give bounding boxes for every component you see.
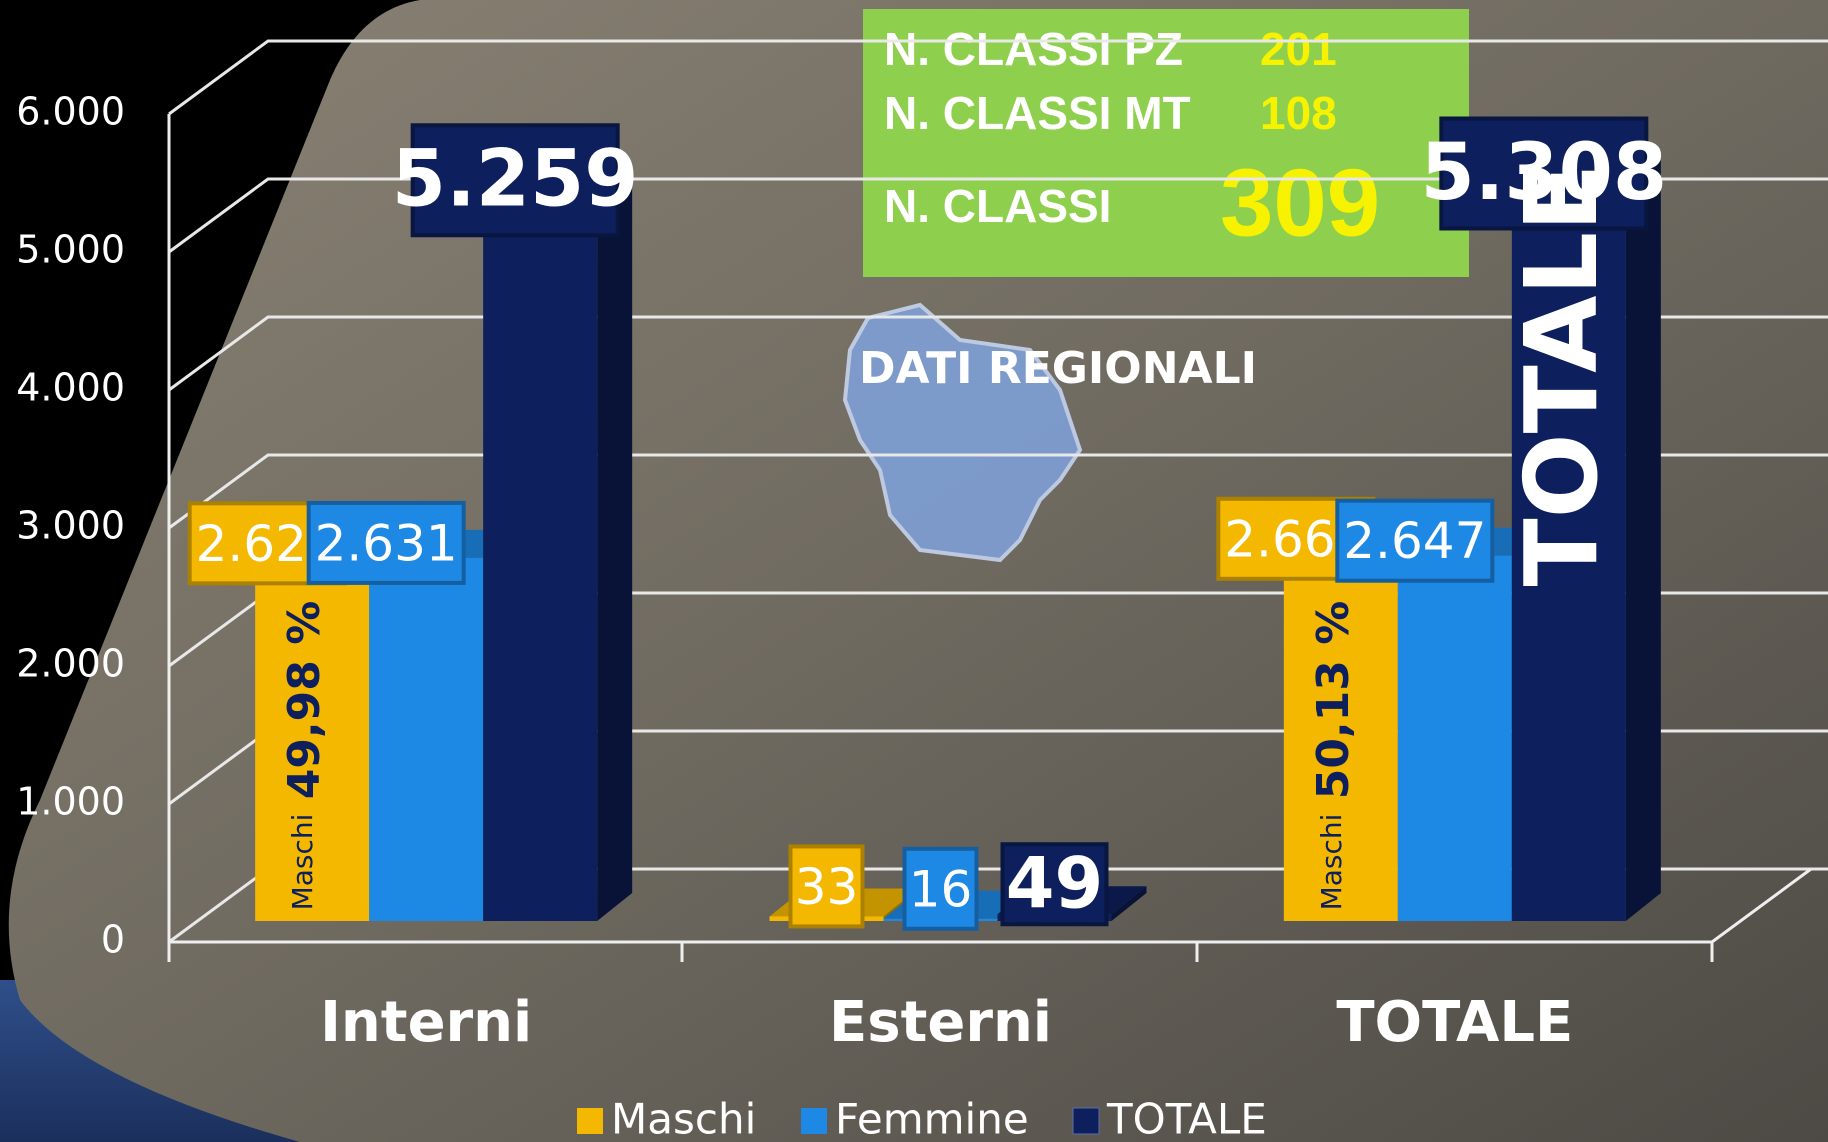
- legend-label: TOTALE: [1106, 1095, 1267, 1142]
- bar-percent: 49,98 %: [279, 601, 330, 800]
- chart: N. CLASSI PZ 201 N. CLASSI MT 108 N. CLASSI 3…: [0, 0, 1828, 1142]
- info-label: N. CLASSI: [884, 180, 1111, 232]
- bar-series-label: Maschi: [286, 814, 319, 911]
- bar: [1398, 556, 1512, 921]
- legend-label: Femmine: [835, 1095, 1029, 1142]
- legend-label: Maschi: [611, 1095, 756, 1142]
- y-tick-label: 2.000: [16, 642, 125, 686]
- bar-percent: 50,13 %: [1308, 601, 1359, 800]
- value-label: 2.631: [315, 514, 458, 572]
- map-label: DATI REGIONALI: [859, 343, 1257, 394]
- legend-swatch: [577, 1108, 603, 1134]
- y-tick-label: 4.000: [16, 366, 125, 410]
- bar-side: [597, 167, 632, 921]
- info-value: 201: [1260, 23, 1337, 75]
- legend-swatch: [1073, 1108, 1099, 1134]
- bar: [483, 195, 597, 921]
- legend-swatch: [801, 1108, 827, 1134]
- y-tick-label: 1.000: [16, 780, 125, 824]
- value-label: 33: [795, 858, 859, 916]
- value-label: 2.647: [1343, 512, 1486, 570]
- info-label: N. CLASSI PZ: [884, 23, 1183, 75]
- x-tick-label: Interni: [320, 990, 532, 1055]
- value-label: 5.259: [392, 135, 639, 225]
- info-label: N. CLASSI MT: [884, 87, 1191, 139]
- x-tick-label: TOTALE: [1336, 990, 1573, 1055]
- x-tick-label: Esterni: [829, 990, 1052, 1055]
- value-label: 16: [909, 860, 973, 918]
- y-tick-label: 3.000: [16, 504, 125, 548]
- bar-series-label: Maschi: [1315, 814, 1348, 911]
- y-tick-label: 0: [101, 918, 125, 962]
- info-value: 309: [1220, 149, 1380, 256]
- bar-side: [1626, 160, 1661, 921]
- value-label: 49: [1006, 842, 1103, 924]
- total-bar-text: TOTALE: [1503, 163, 1620, 586]
- y-tick-label: 5.000: [16, 228, 125, 272]
- info-value: 108: [1260, 87, 1337, 139]
- y-tick-label: 6.000: [16, 90, 125, 134]
- bar: [369, 558, 483, 921]
